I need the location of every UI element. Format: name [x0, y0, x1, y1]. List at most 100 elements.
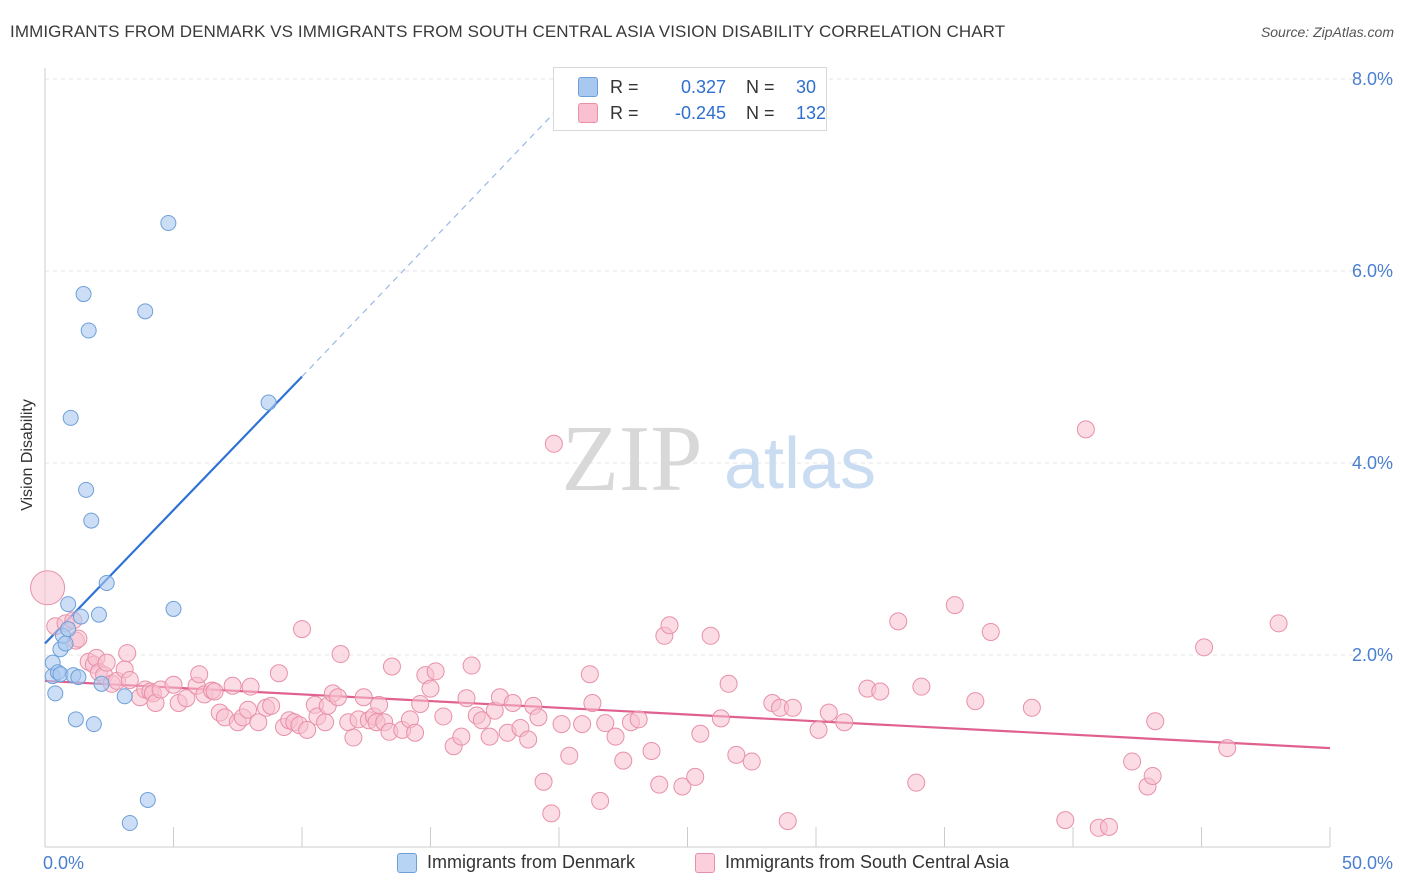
sca-point — [1195, 638, 1214, 657]
legend-row-sca: R = -0.245 N = 132 — [578, 101, 826, 125]
denmark-point — [78, 481, 95, 498]
sca-point — [354, 688, 373, 707]
sca-point — [719, 674, 738, 693]
sca-point — [560, 746, 579, 765]
sca-point — [544, 434, 563, 453]
legend-n-value: 132 — [796, 102, 827, 123]
sca-point — [591, 791, 610, 810]
bottom-legend-label: Immigrants from Denmark — [427, 852, 636, 872]
sca-point — [480, 727, 499, 746]
watermark-atlas: atlas — [724, 424, 876, 504]
legend-n-value: 30 — [796, 76, 817, 97]
sca-point — [519, 730, 538, 749]
sca-point — [382, 657, 401, 676]
sca-point — [164, 675, 183, 694]
bottom-legend-sca: Immigrants from South Central Asia — [695, 852, 1009, 873]
sca-point — [835, 713, 854, 732]
denmark-point — [165, 600, 182, 617]
sca-point — [912, 677, 931, 696]
bottom-legend-label: Immigrants from South Central Asia — [725, 852, 1010, 872]
sca-point — [434, 707, 453, 726]
legend-r-label: R = — [610, 76, 639, 97]
sca-point — [529, 708, 548, 727]
denmark-point — [85, 716, 102, 733]
sca-point — [650, 775, 669, 794]
denmark-point — [160, 215, 177, 231]
sca-point — [457, 689, 476, 708]
sca-point — [249, 713, 268, 732]
legend-r-value: -0.245 — [674, 102, 726, 123]
sca-point — [727, 745, 746, 764]
denmark-point — [93, 675, 110, 692]
legend-r-value: 0.327 — [680, 76, 726, 97]
sca-point — [328, 688, 347, 707]
sca-point — [30, 570, 66, 606]
denmark-point — [72, 608, 89, 625]
sca-point — [406, 723, 425, 742]
denmark-point — [116, 688, 133, 705]
legend-r-label: R = — [610, 102, 639, 123]
denmark-point — [260, 394, 277, 411]
sca-point — [503, 694, 522, 712]
denmark-point — [67, 711, 84, 728]
denmark-trend-extension — [301, 107, 560, 378]
trend-lines — [44, 107, 1331, 750]
sca-point — [809, 720, 828, 739]
grid-lines — [45, 78, 1392, 656]
sca-point — [1022, 698, 1041, 717]
denmark-point — [47, 685, 64, 702]
sca-point — [711, 709, 730, 728]
sca-point — [583, 694, 602, 712]
sca-point — [660, 616, 679, 635]
sca-point — [580, 665, 599, 684]
sca-point — [742, 752, 761, 771]
denmark-point — [137, 303, 154, 320]
sca-point — [472, 711, 491, 730]
sca-point — [344, 728, 363, 747]
watermark: ZIP atlas — [562, 407, 877, 511]
sca-point — [701, 626, 720, 645]
sca-point — [269, 664, 288, 683]
sca-point — [686, 767, 705, 786]
denmark-trend-line — [44, 375, 303, 645]
sca-point — [452, 727, 471, 746]
sca-point — [819, 703, 838, 722]
sca-point — [239, 700, 258, 719]
sca-point — [316, 713, 335, 732]
axes — [44, 68, 1331, 848]
watermark-zip: ZIP — [562, 407, 703, 511]
legend-row-denmark: R = 0.327 N = 30 — [578, 75, 816, 99]
bottom-legend-denmark: Immigrants from Denmark — [397, 852, 635, 873]
sca-point — [1099, 817, 1118, 836]
sca-point — [262, 696, 281, 715]
sca-point — [370, 695, 389, 714]
sca-point — [606, 727, 625, 746]
sca-point — [462, 656, 481, 675]
sca-trend-line — [44, 679, 1331, 750]
sca-point — [966, 692, 985, 711]
x-tick-label: 50.0% — [1342, 853, 1393, 873]
sca-point — [614, 751, 633, 770]
sca-point — [945, 596, 964, 615]
denmark-point — [70, 669, 87, 686]
sca-point — [783, 698, 802, 717]
sca-point — [1143, 766, 1162, 785]
sca-point — [1123, 752, 1142, 771]
sca-point — [120, 670, 139, 689]
sca-point — [673, 777, 692, 796]
sca-point — [629, 710, 648, 729]
sca-point — [331, 645, 350, 664]
x-tick-labels: 0.0% 50.0% — [43, 853, 1393, 873]
denmark-point — [90, 606, 107, 623]
sca-point — [426, 662, 445, 681]
sca-point — [691, 724, 710, 743]
sca-point — [1056, 811, 1075, 830]
sca-point — [534, 772, 553, 791]
x-tick-label: 0.0% — [43, 853, 84, 873]
sca-point — [118, 644, 137, 663]
denmark-point — [121, 815, 138, 831]
sca-point — [871, 682, 890, 701]
correlation-legend: R = 0.327 N = 30 R = -0.245 N = 132 — [553, 67, 827, 131]
sca-point — [1218, 739, 1237, 758]
